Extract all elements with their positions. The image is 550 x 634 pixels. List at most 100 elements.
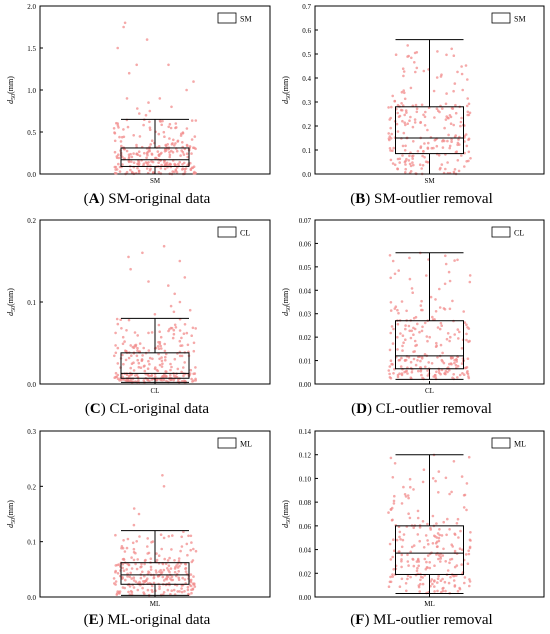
data-point — [159, 344, 162, 348]
data-point — [125, 373, 129, 377]
data-point — [191, 166, 195, 169]
data-point — [162, 374, 166, 378]
data-point — [452, 89, 455, 93]
data-point — [161, 119, 164, 123]
y-tick-label: 0.2 — [27, 217, 36, 225]
data-point — [405, 111, 408, 114]
data-point — [435, 344, 439, 348]
y-axis-label: d50(mm) — [281, 500, 292, 528]
data-point — [393, 307, 397, 310]
data-point — [431, 315, 434, 319]
data-point — [164, 162, 168, 166]
data-point — [132, 579, 136, 582]
data-point — [389, 276, 393, 280]
data-point — [443, 308, 447, 311]
legend-swatch — [217, 226, 237, 238]
data-point — [137, 150, 141, 153]
data-point — [427, 141, 430, 145]
panel-caption: (F) ML-outlier removal — [350, 612, 492, 628]
data-point — [453, 259, 456, 262]
y-tick-label: 0.1 — [27, 539, 36, 547]
data-point — [148, 128, 152, 132]
data-point — [431, 477, 435, 480]
data-point — [438, 287, 441, 291]
data-point — [167, 125, 170, 129]
data-point — [438, 528, 441, 531]
data-point — [457, 337, 460, 340]
data-point — [150, 378, 154, 381]
data-point — [411, 557, 415, 561]
data-point — [427, 542, 430, 546]
data-point — [447, 581, 451, 585]
data-point — [129, 366, 132, 370]
data-point — [419, 304, 423, 307]
data-point — [154, 375, 157, 379]
data-point — [388, 138, 391, 142]
data-point — [466, 562, 470, 565]
data-point — [127, 157, 131, 160]
data-point — [464, 64, 468, 67]
data-point — [167, 564, 171, 567]
data-point — [183, 276, 187, 279]
data-point — [455, 522, 459, 525]
data-point — [167, 284, 170, 287]
data-point — [418, 539, 422, 543]
y-tick-label: 0.08 — [299, 499, 312, 507]
data-point — [426, 147, 430, 150]
data-point — [426, 339, 429, 343]
data-point — [404, 327, 407, 331]
data-point — [113, 132, 117, 135]
data-point — [163, 342, 166, 346]
data-point — [435, 536, 439, 539]
data-point — [184, 566, 188, 570]
data-point — [450, 490, 453, 494]
data-point — [419, 146, 423, 150]
data-point — [192, 547, 195, 551]
data-point — [444, 102, 448, 106]
data-point — [170, 589, 173, 592]
data-point — [132, 161, 136, 164]
data-point — [460, 347, 464, 350]
data-point — [401, 344, 404, 348]
data-point — [193, 146, 196, 150]
data-point — [190, 334, 193, 338]
data-point — [121, 335, 125, 339]
data-point — [441, 360, 444, 363]
data-point — [437, 491, 440, 494]
data-point — [421, 164, 425, 167]
data-point — [121, 375, 124, 379]
data-point — [116, 377, 120, 381]
data-point — [420, 308, 423, 312]
data-point — [423, 353, 427, 356]
data-point — [147, 101, 150, 104]
box-iqr — [395, 525, 464, 575]
data-point — [127, 590, 130, 594]
data-point — [454, 111, 458, 115]
y-tick-label: 0.03 — [299, 311, 312, 319]
data-point — [450, 140, 453, 143]
data-point — [171, 336, 175, 340]
data-point — [458, 587, 462, 591]
data-point — [120, 144, 123, 148]
data-point — [157, 323, 161, 327]
data-point — [420, 103, 424, 107]
data-point — [160, 365, 164, 368]
data-point — [177, 557, 181, 560]
data-point — [436, 589, 439, 593]
data-point — [466, 110, 470, 114]
data-point — [418, 330, 421, 334]
data-point — [424, 567, 428, 571]
data-point — [468, 546, 472, 550]
data-point — [387, 585, 391, 588]
data-point — [160, 547, 163, 551]
data-point — [149, 143, 152, 146]
plot-frame — [39, 430, 271, 598]
data-point — [400, 577, 404, 581]
data-point — [446, 517, 449, 521]
data-point — [172, 328, 176, 332]
data-point — [130, 160, 133, 163]
data-point — [193, 135, 197, 138]
data-point — [135, 540, 138, 543]
data-point — [407, 159, 411, 162]
data-point — [424, 365, 427, 369]
